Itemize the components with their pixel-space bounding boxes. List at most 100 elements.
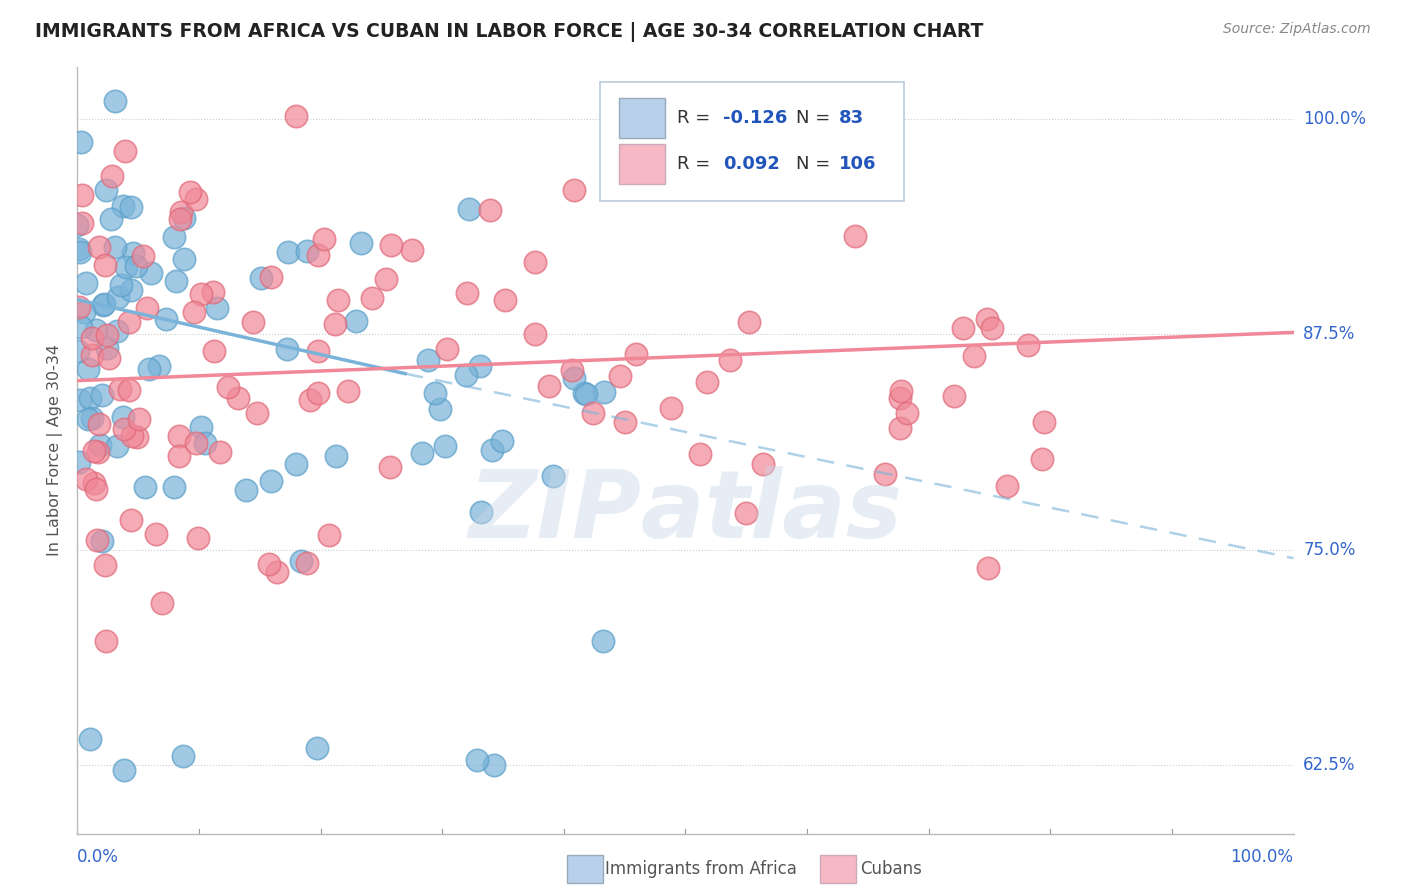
Point <box>672 172 695 186</box>
Point <box>67 344 90 359</box>
Point <box>325 449 347 463</box>
Point <box>689 447 711 461</box>
Text: R =: R = <box>676 110 716 128</box>
Point <box>337 384 360 398</box>
Point <box>75 472 97 486</box>
Point <box>524 326 547 341</box>
Point <box>609 368 631 383</box>
Point <box>1017 337 1039 351</box>
Point <box>696 375 718 389</box>
Point <box>70 135 93 149</box>
Point <box>752 457 775 471</box>
Point <box>120 201 142 215</box>
Point <box>67 455 90 469</box>
Point <box>260 475 283 489</box>
Point <box>80 410 103 425</box>
Point <box>844 229 866 244</box>
Point <box>96 328 118 343</box>
Point <box>187 531 209 545</box>
Point <box>491 434 513 448</box>
Text: R =: R = <box>676 155 716 173</box>
Point <box>66 218 89 232</box>
Text: Immigrants from Africa: Immigrants from Africa <box>605 860 796 878</box>
Point <box>624 347 647 361</box>
Point <box>87 240 110 254</box>
Point <box>880 112 903 127</box>
Point <box>537 379 560 393</box>
Point <box>84 482 107 496</box>
Point <box>257 557 280 571</box>
Point <box>183 305 205 319</box>
Point <box>456 286 478 301</box>
Point <box>122 246 145 260</box>
Point <box>108 383 131 397</box>
Point <box>90 534 112 549</box>
Point <box>172 749 194 764</box>
Point <box>284 110 307 124</box>
Point <box>112 410 135 425</box>
Point <box>128 412 150 426</box>
Point <box>83 475 105 490</box>
Point <box>87 417 110 432</box>
Point <box>114 260 136 275</box>
Point <box>1031 452 1053 467</box>
Point <box>592 634 614 648</box>
Point <box>94 258 117 272</box>
Point <box>298 392 321 407</box>
Point <box>97 351 120 365</box>
Text: 62.5%: 62.5% <box>1303 756 1355 774</box>
Point <box>889 391 911 405</box>
Point <box>523 255 546 269</box>
Point <box>190 420 212 434</box>
Point <box>173 211 195 226</box>
Point <box>1032 415 1054 429</box>
Point <box>659 401 682 415</box>
Point <box>193 436 215 450</box>
Point <box>70 319 93 334</box>
Point <box>494 293 516 307</box>
Point <box>375 272 398 286</box>
Point <box>297 556 319 570</box>
Point <box>541 469 564 483</box>
Point <box>93 297 115 311</box>
Point <box>83 444 105 458</box>
Point <box>91 388 114 402</box>
Point <box>67 300 90 314</box>
Text: N =: N = <box>796 110 837 128</box>
Point <box>562 182 585 196</box>
Point <box>70 188 93 202</box>
Point <box>290 554 312 568</box>
Point <box>995 479 1018 493</box>
Point <box>96 341 118 355</box>
Point <box>401 243 423 257</box>
Point <box>105 439 128 453</box>
Point <box>582 407 605 421</box>
Point <box>209 445 232 459</box>
Point <box>561 363 583 377</box>
Point <box>433 438 456 452</box>
Point <box>260 269 283 284</box>
Point <box>360 291 382 305</box>
Point <box>896 406 918 420</box>
Point <box>84 323 107 337</box>
Point <box>468 359 491 373</box>
Point <box>266 565 288 579</box>
Point <box>314 232 336 246</box>
Point <box>326 293 349 308</box>
Point <box>411 446 433 460</box>
Point <box>962 349 984 363</box>
Point <box>976 312 998 326</box>
Point <box>890 384 912 399</box>
Point <box>80 331 103 345</box>
Text: ZIP​atlas: ZIP​atlas <box>468 466 903 558</box>
Point <box>138 362 160 376</box>
Text: 75.0%: 75.0% <box>1303 541 1355 558</box>
Point <box>614 415 637 429</box>
Point <box>93 297 115 311</box>
Point <box>980 321 1002 335</box>
Point <box>217 380 239 394</box>
Point <box>77 412 100 426</box>
Point <box>889 421 911 435</box>
Point <box>125 259 148 273</box>
Point <box>479 202 502 217</box>
